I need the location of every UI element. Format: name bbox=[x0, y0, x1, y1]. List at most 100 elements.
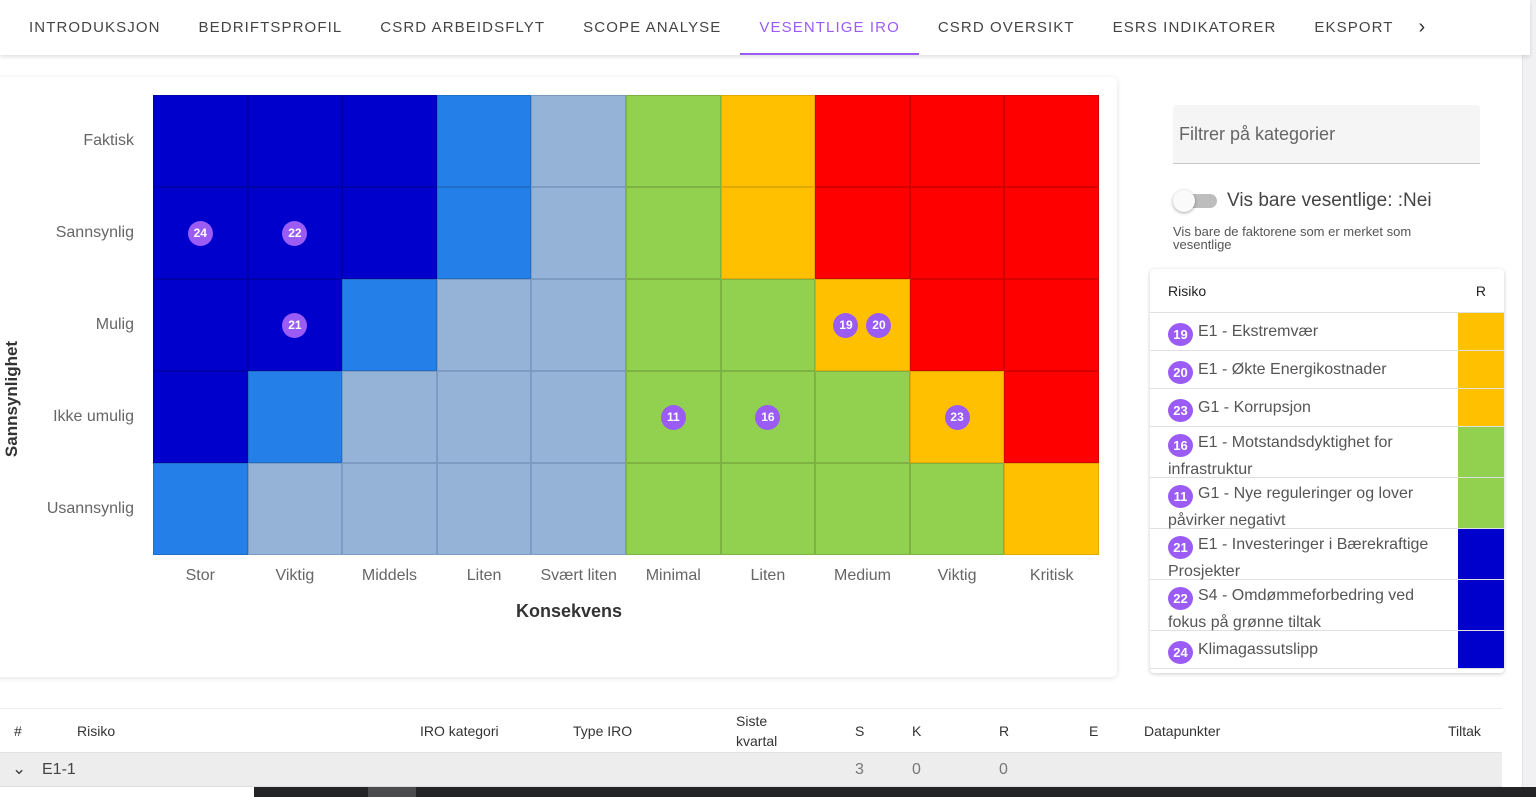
matrix-cell[interactable] bbox=[1004, 279, 1099, 371]
col-datapunkter[interactable]: Datapunkter bbox=[1144, 722, 1221, 739]
matrix-cell[interactable]: 16 bbox=[720, 371, 816, 463]
matrix-cell[interactable] bbox=[625, 279, 721, 371]
tab-bedriftsprofil[interactable]: BEDRIFTSPROFIL bbox=[198, 19, 343, 36]
risk-list-item[interactable]: 19 E1 - Ekstremvær bbox=[1150, 313, 1504, 351]
risk-list-item[interactable]: 22 S4 - Omdømmeforbedring ved fokus på gr… bbox=[1150, 580, 1504, 631]
col-r[interactable]: R bbox=[999, 722, 1010, 739]
risk-marker[interactable]: 21 bbox=[282, 312, 308, 338]
matrix-cell[interactable] bbox=[531, 95, 626, 187]
matrix-cell[interactable] bbox=[1004, 371, 1099, 463]
matrix-cell[interactable] bbox=[531, 279, 626, 371]
chevron-right-icon[interactable]: › bbox=[1418, 16, 1426, 38]
tab-eksport[interactable]: EKSPORT bbox=[1314, 19, 1394, 36]
toggle-label: Vis bare vesentlige: :Nei bbox=[1227, 190, 1432, 211]
matrix-cell[interactable] bbox=[436, 279, 532, 371]
matrix-cell[interactable] bbox=[1004, 95, 1099, 187]
x-axis-label: Liten bbox=[466, 567, 502, 584]
matrix-cell[interactable] bbox=[153, 279, 248, 371]
matrix-cell[interactable] bbox=[342, 95, 437, 187]
tab-scope-analyse[interactable]: SCOPE ANALYSE bbox=[583, 19, 722, 36]
matrix-cell[interactable] bbox=[909, 187, 1005, 279]
toggle-switch[interactable] bbox=[1173, 189, 1217, 213]
matrix-cell[interactable] bbox=[909, 279, 1005, 371]
matrix-cell[interactable] bbox=[153, 371, 248, 463]
matrix-cell[interactable] bbox=[720, 279, 816, 371]
matrix-cell[interactable] bbox=[342, 463, 437, 555]
risk-list-item[interactable]: 11 G1 - Nye reguleringer og lover påvirke… bbox=[1150, 478, 1504, 529]
col-e[interactable]: E bbox=[1089, 722, 1099, 739]
matrix-cell[interactable] bbox=[342, 187, 437, 279]
matrix-cell[interactable] bbox=[815, 187, 910, 279]
risk-list-item[interactable]: 23 G1 - Korrupsjon bbox=[1150, 389, 1504, 427]
matrix-cell[interactable] bbox=[436, 371, 532, 463]
col-num[interactable]: # bbox=[14, 722, 22, 739]
matrix-cell[interactable] bbox=[342, 279, 437, 371]
risk-item-text: 23 G1 - Korrupsjon bbox=[1150, 389, 1458, 426]
matrix-cell[interactable] bbox=[436, 95, 532, 187]
matrix-cell[interactable] bbox=[815, 371, 910, 463]
risk-list-item[interactable]: 21 E1 - Investeringer i Bærekraftige Pros… bbox=[1150, 529, 1504, 580]
tab-csrd-arbeidsflyt[interactable]: CSRD ARBEIDSFLYT bbox=[380, 19, 546, 36]
tab-introduksjon[interactable]: INTRODUKSJON bbox=[29, 19, 161, 36]
tab-csrd-oversikt[interactable]: CSRD OVERSIKT bbox=[937, 19, 1075, 36]
risk-list-item[interactable]: 20 E1 - Økte Energikostnader bbox=[1150, 351, 1504, 389]
matrix-cell[interactable] bbox=[815, 95, 910, 187]
matrix-cell[interactable] bbox=[1004, 187, 1099, 279]
matrix-cell[interactable] bbox=[720, 95, 816, 187]
risk-marker[interactable]: 20 bbox=[866, 312, 892, 338]
risk-list-item[interactable]: 24 Klimagassutslipp bbox=[1150, 631, 1504, 669]
taskbar-active-app[interactable] bbox=[368, 787, 416, 797]
material-only-toggle[interactable]: Vis bare vesentlige: :Nei bbox=[1173, 189, 1432, 213]
risk-marker[interactable]: 24 bbox=[187, 220, 213, 246]
risk-marker[interactable]: 19 bbox=[833, 312, 859, 338]
matrix-cell[interactable]: 24 bbox=[153, 187, 248, 279]
tab-vesentlige-iro[interactable]: VESENTLIGE IRO bbox=[740, 0, 920, 55]
y-axis-label: Mulig bbox=[95, 316, 134, 333]
matrix-cell[interactable] bbox=[909, 95, 1005, 187]
matrix-cell[interactable] bbox=[625, 463, 721, 555]
matrix-cell[interactable] bbox=[909, 463, 1005, 555]
matrix-cell[interactable] bbox=[153, 463, 248, 555]
matrix-cell[interactable] bbox=[531, 371, 626, 463]
matrix-cell[interactable] bbox=[436, 187, 532, 279]
tab-esrs-indikatorer[interactable]: ESRS INDIKATORER bbox=[1112, 19, 1277, 36]
matrix-cell[interactable] bbox=[436, 463, 532, 555]
matrix-cell[interactable]: 21 bbox=[247, 279, 343, 371]
col-tiltak[interactable]: Tiltak bbox=[1448, 722, 1481, 739]
matrix-cell[interactable] bbox=[247, 95, 343, 187]
col-siste-kvartal[interactable]: Siste kvartal bbox=[736, 711, 777, 751]
table-group-row[interactable]: ⌄ E1-1 3 0 0 bbox=[0, 753, 1502, 787]
risk-level-swatch bbox=[1458, 631, 1504, 668]
matrix-cell[interactable] bbox=[720, 463, 816, 555]
col-iro-kategori[interactable]: IRO kategori bbox=[420, 722, 499, 739]
matrix-cell[interactable] bbox=[153, 95, 248, 187]
col-k[interactable]: K bbox=[912, 722, 922, 739]
matrix-cell[interactable]: 23 bbox=[909, 371, 1005, 463]
matrix-cell[interactable] bbox=[815, 463, 910, 555]
matrix-cell[interactable] bbox=[531, 187, 626, 279]
category-filter-input[interactable]: Filtrer på kategorier bbox=[1173, 105, 1480, 164]
matrix-cell[interactable] bbox=[247, 371, 343, 463]
col-siste-kvartal-line2: kvartal bbox=[736, 733, 778, 749]
col-type-iro[interactable]: Type IRO bbox=[573, 722, 633, 739]
matrix-cell[interactable] bbox=[342, 371, 437, 463]
toggle-thumb bbox=[1173, 190, 1195, 212]
matrix-cell[interactable] bbox=[625, 95, 721, 187]
risk-list-item[interactable]: 16 E1 - Motstandsdyktighet for infrastruk… bbox=[1150, 427, 1504, 478]
matrix-cell[interactable]: 19 20 bbox=[815, 279, 910, 371]
matrix-cell[interactable] bbox=[720, 187, 816, 279]
col-s[interactable]: S bbox=[855, 722, 865, 739]
matrix-cell[interactable] bbox=[625, 187, 721, 279]
page-scrollbar[interactable] bbox=[1522, 0, 1536, 797]
matrix-cell[interactable]: 22 bbox=[247, 187, 343, 279]
col-risiko[interactable]: Risiko bbox=[77, 722, 116, 739]
matrix-cell[interactable]: 11 bbox=[625, 371, 721, 463]
risk-marker[interactable]: 11 bbox=[660, 404, 686, 430]
risk-marker[interactable]: 22 bbox=[282, 220, 308, 246]
risk-marker[interactable]: 16 bbox=[755, 404, 781, 430]
matrix-cell[interactable] bbox=[247, 463, 343, 555]
matrix-cell[interactable] bbox=[1004, 463, 1099, 555]
matrix-cell[interactable] bbox=[531, 463, 626, 555]
chevron-down-icon[interactable]: ⌄ bbox=[12, 759, 27, 778]
risk-marker[interactable]: 23 bbox=[944, 404, 970, 430]
